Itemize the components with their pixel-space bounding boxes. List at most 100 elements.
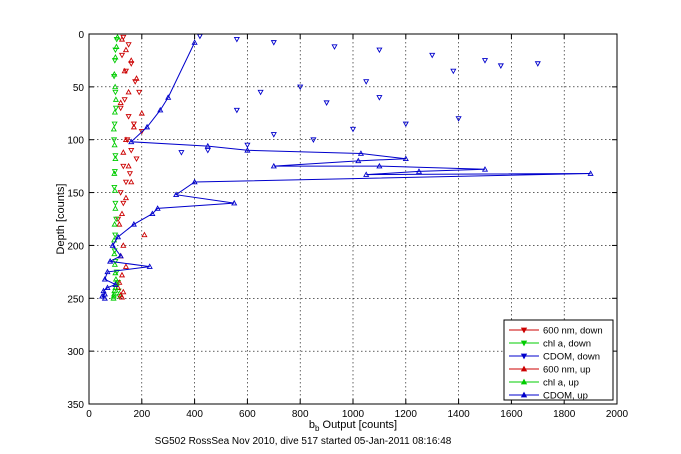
x-axis-label: bb Output [counts] [309, 419, 397, 433]
data-point [120, 242, 127, 248]
data-marks [99, 33, 594, 301]
data-point [149, 210, 156, 217]
data-point [118, 210, 126, 217]
legend-label: chl a, up [543, 378, 579, 389]
data-point [117, 105, 124, 112]
data-point [111, 170, 118, 176]
data-point [112, 276, 119, 282]
data-point [122, 68, 130, 75]
data-point [112, 105, 119, 112]
x-tick-label: 400 [186, 409, 203, 420]
data-point [376, 47, 383, 54]
data-point [204, 142, 211, 149]
data-point [110, 125, 117, 132]
data-point [363, 79, 370, 85]
data-point [118, 271, 126, 278]
data-point [154, 205, 161, 211]
data-point [349, 126, 357, 133]
y-tick-label: 100 [67, 136, 84, 147]
data-point [497, 63, 504, 69]
y-axis-ticks: 0 50 100 150 200 250 300 350 [67, 30, 617, 411]
data-point [141, 231, 148, 238]
data-point [107, 258, 114, 264]
data-point [355, 157, 362, 164]
data-point [112, 83, 119, 90]
x-tick-label: 2000 [606, 409, 629, 420]
data-point [357, 150, 364, 156]
data-point [121, 67, 128, 74]
data-point [118, 36, 126, 42]
x-tick-label: 1000 [342, 409, 365, 420]
series-chl-a-up [110, 33, 121, 301]
data-point [104, 268, 111, 275]
data-point [112, 155, 119, 162]
data-point [481, 58, 489, 64]
data-point [118, 52, 126, 59]
data-point [122, 136, 130, 143]
series-line [101, 42, 591, 299]
data-point [112, 153, 119, 159]
x-tick-label: 800 [292, 409, 309, 420]
legend-entries: 600 nm, down chl a, down CDOM, down 600 nm,… [509, 326, 603, 402]
legend-swatch-marker [520, 365, 528, 372]
data-point [109, 242, 116, 248]
data-point [534, 61, 541, 67]
data-point [111, 187, 118, 193]
y-tick-label: 350 [67, 400, 84, 411]
data-point [113, 36, 120, 43]
x-tick-label: 1800 [553, 409, 576, 420]
data-point [125, 114, 132, 120]
data-point [113, 43, 120, 49]
data-point [111, 250, 118, 257]
data-point [112, 96, 119, 102]
data-point [112, 205, 119, 211]
data-point [130, 123, 137, 130]
data-point [146, 263, 153, 269]
data-point [122, 46, 130, 53]
data-point [128, 61, 135, 67]
data-point [122, 179, 130, 186]
data-point [111, 58, 118, 64]
data-point [297, 84, 304, 91]
y-tick-label: 300 [67, 347, 84, 358]
data-point [244, 142, 251, 149]
data-point [112, 47, 119, 54]
data-point [587, 170, 594, 176]
series-600-nm-up [114, 36, 148, 300]
data-point [128, 147, 135, 154]
data-point [111, 261, 118, 267]
data-point [376, 162, 383, 169]
data-point [112, 200, 119, 207]
data-point [125, 162, 132, 169]
data-point [122, 263, 130, 269]
data-point [429, 52, 436, 59]
x-axis-ticks: 0 200 400 600 800 1000 1200 1400 1600 1800 2000 [86, 34, 629, 420]
data-point [104, 284, 111, 291]
y-tick-label: 200 [67, 241, 84, 252]
data-point [111, 121, 118, 128]
data-point [101, 295, 108, 301]
y-tick-label: 250 [67, 294, 84, 305]
data-point [114, 33, 121, 40]
data-point [132, 79, 139, 85]
data-point [133, 75, 140, 81]
x-tick-label: 1200 [395, 409, 418, 420]
data-point [178, 150, 185, 156]
series-cdom-down [178, 33, 541, 156]
data-point [113, 269, 120, 276]
data-point [270, 162, 277, 169]
data-point [128, 178, 135, 185]
data-point [204, 147, 211, 154]
x-tick-label: 0 [86, 409, 92, 420]
data-point [128, 138, 135, 145]
data-point [130, 121, 137, 128]
data-point [111, 221, 118, 227]
data-point [402, 155, 409, 162]
data-point [117, 252, 124, 259]
data-point [112, 284, 119, 291]
data-point [110, 292, 117, 299]
data-point [115, 288, 122, 295]
data-point [376, 95, 383, 101]
data-point [100, 287, 107, 294]
